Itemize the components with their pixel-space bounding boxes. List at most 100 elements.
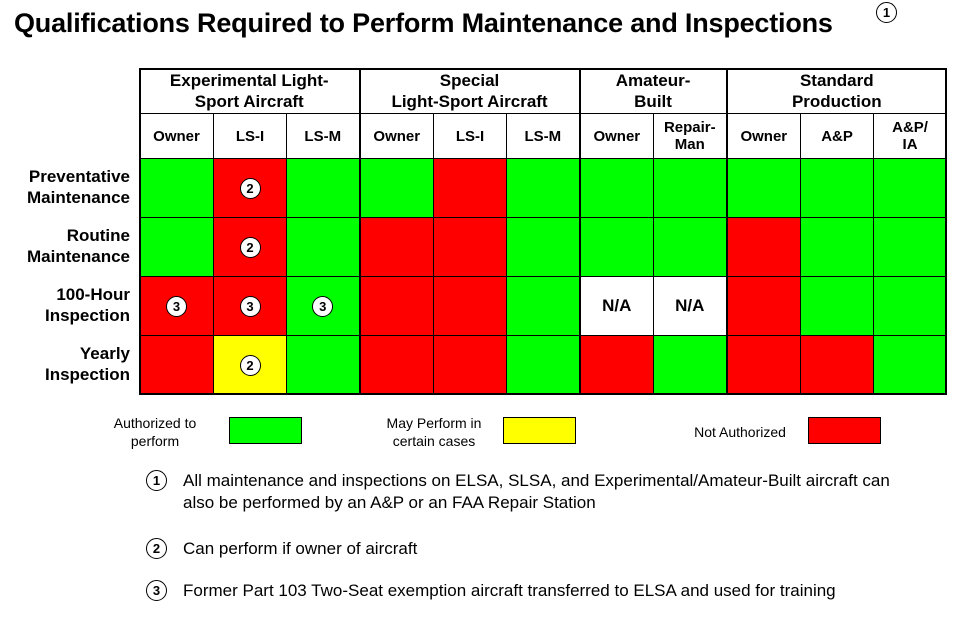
column-header-10: A&P/IA: [873, 113, 948, 159]
column-header-row: Owner LS-I LS-M Owner LS-I LS-M Owner Repair- Ma…: [139, 113, 948, 159]
text-line: Maintenance: [27, 188, 130, 207]
text-line: certain cases: [392, 433, 476, 449]
status-cell: [358, 276, 435, 336]
status-cell: [433, 217, 508, 277]
text-line: perform: [130, 433, 180, 449]
text-line: Man: [674, 136, 705, 153]
status-cell: [506, 335, 581, 395]
table-row: 2: [139, 158, 948, 218]
status-cell: [873, 276, 948, 336]
status-cell: [725, 335, 802, 395]
status-cell: [725, 158, 802, 218]
legend-swatch: [503, 417, 576, 444]
text-line: Standard: [799, 71, 874, 90]
status-cell: 2: [213, 158, 287, 218]
status-cell: [653, 158, 728, 218]
status-cell: [506, 276, 581, 336]
column-header-5: LS-M: [506, 113, 581, 159]
status-cell: [506, 217, 581, 277]
row-label: Preventative Maintenance: [0, 166, 130, 208]
status-cell: 2: [213, 335, 287, 395]
column-header-2: LS-M: [285, 113, 361, 159]
status-cell: [139, 217, 214, 277]
group-header-3: Standard Production: [725, 68, 948, 114]
footnote-item: 1 All maintenance and inspections on ELSA…: [146, 470, 903, 514]
footnote-number: 2: [146, 538, 167, 559]
footnote-marker: 3: [166, 295, 187, 317]
qualifications-table: Experimental Light- Sport Aircraft Special…: [138, 68, 948, 395]
text-line: LS-M: [304, 127, 342, 145]
status-cell: [873, 335, 948, 395]
status-cell: [433, 158, 508, 218]
column-header-4: LS-I: [433, 113, 508, 159]
status-cell: [285, 158, 361, 218]
status-cell: [285, 217, 361, 277]
status-cell: [358, 335, 435, 395]
text-line: A&P: [821, 127, 853, 145]
row-label: Yearly Inspection: [0, 343, 130, 385]
row-label: 100-Hour Inspection: [0, 284, 130, 326]
status-cell: [578, 158, 655, 218]
footnote-marker: 1: [876, 2, 897, 23]
footnote-marker: 2: [239, 354, 261, 376]
status-cell: [725, 276, 802, 336]
status-cell: [139, 335, 214, 395]
footnote-number: 1: [146, 470, 167, 491]
text-line: Amateur-: [615, 71, 691, 90]
status-cell: N/A: [653, 276, 728, 336]
text-line: Experimental Light-: [169, 71, 329, 90]
text-line: Owner: [373, 127, 421, 145]
text-line: Light-Sport Aircraft: [391, 92, 548, 111]
table-row: 2: [139, 335, 948, 395]
text-line: Yearly: [79, 344, 130, 363]
text-line: Sport Aircraft: [194, 92, 304, 111]
column-header-0: Owner: [139, 113, 214, 159]
text-line: LS-I: [235, 127, 265, 145]
footnote-marker: 3: [239, 295, 261, 317]
footnote-marker: 2: [239, 236, 261, 258]
column-header-3: Owner: [358, 113, 435, 159]
status-cell: [800, 158, 875, 218]
text-line: Maintenance: [27, 247, 130, 266]
status-cell: 3: [285, 276, 361, 336]
footnote-text: Can perform if owner of aircraft: [183, 539, 418, 558]
cell-text: N/A: [675, 296, 705, 315]
text-line: Not Authorized: [694, 424, 786, 440]
column-header-9: A&P: [800, 113, 875, 159]
status-cell: [653, 335, 728, 395]
status-cell: N/A: [578, 276, 655, 336]
legend-swatch: [229, 417, 302, 444]
status-cell: [578, 335, 655, 395]
status-cell: 3: [213, 276, 287, 336]
footnote-item: 2 Can perform if owner of aircraft: [146, 538, 903, 560]
table-row: 3 3 3 N/A N/A: [139, 276, 948, 336]
status-cell: 3: [139, 276, 214, 336]
status-cell: [800, 335, 875, 395]
text-line: Inspection: [44, 365, 130, 384]
legend-label: Authorized to perform: [100, 414, 210, 450]
legend-label: Not Authorized: [680, 423, 800, 441]
status-cell: [653, 217, 728, 277]
column-header-7: Repair- Man: [653, 113, 728, 159]
footnote-item: 3 Former Part 103 Two-Seat exemption airc…: [146, 580, 903, 602]
footnote-text: Former Part 103 Two-Seat exemption aircr…: [183, 581, 836, 600]
status-cell: [433, 335, 508, 395]
text-line: LS-I: [455, 127, 485, 145]
footnote-text: All maintenance and inspections on ELSA,…: [183, 471, 890, 512]
text-line: Repair-: [663, 119, 716, 136]
cell-text: N/A: [602, 296, 632, 315]
status-cell: [358, 158, 435, 218]
text-line: Preventative: [28, 167, 130, 186]
status-cell: [578, 217, 655, 277]
status-cell: [285, 335, 361, 395]
text-line: Built: [634, 92, 672, 111]
row-label: Routine Maintenance: [0, 225, 130, 267]
text-line: Production: [791, 92, 882, 111]
text-line: May Perform in: [386, 415, 482, 431]
text-line: Owner: [153, 127, 200, 145]
footnote-marker: 3: [312, 295, 334, 317]
text-line: Owner: [740, 127, 788, 145]
group-header-2: Amateur- Built: [578, 68, 728, 114]
group-header-1: Special Light-Sport Aircraft: [358, 68, 581, 114]
text-line: Owner: [593, 127, 641, 145]
